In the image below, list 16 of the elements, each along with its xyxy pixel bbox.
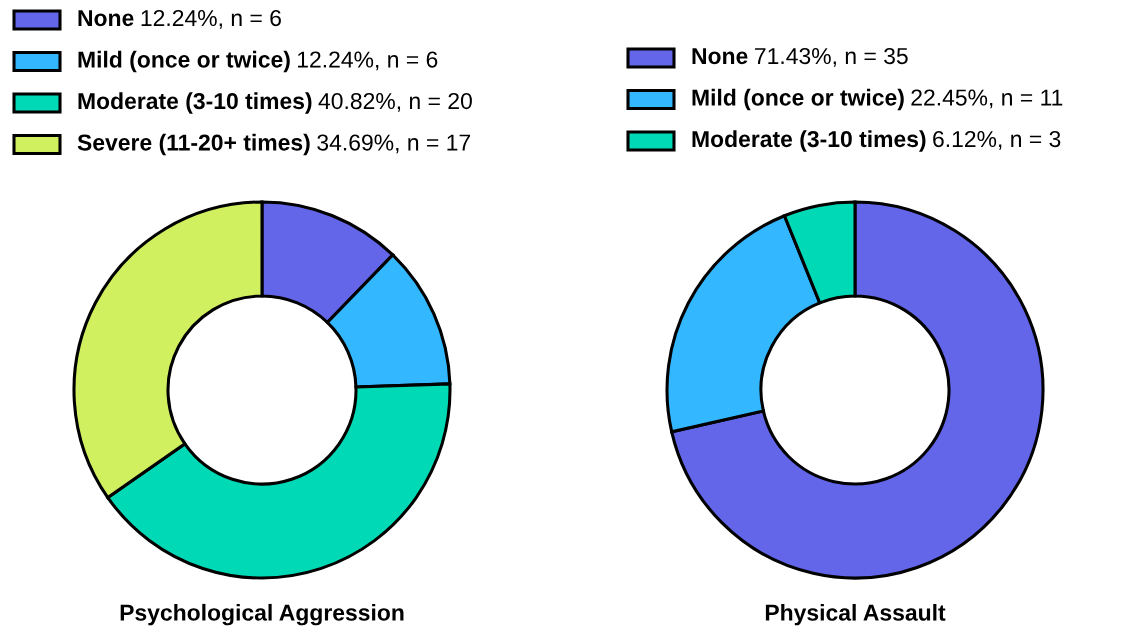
- legend-label: Moderate (3-10 times): [78, 92, 312, 114]
- data-label: 71.43%, n = 35: [755, 47, 908, 67]
- legend-label: Mild (once or twice): [692, 88, 904, 111]
- legend-label: Mild (once or twice): [78, 50, 290, 73]
- text: Physical Assault: [765, 603, 946, 626]
- data-label: 34.69%, n = 17: [317, 134, 471, 154]
- data-label: 22.45%, n = 11: [911, 89, 1063, 109]
- data-label: 6.12%, n = 3: [933, 130, 1061, 150]
- legend-label: None: [78, 10, 134, 27]
- text: Psychological Aggression: [120, 603, 404, 626]
- legend-label: Severe (11-20+ times): [77, 133, 310, 156]
- data-label: 12.24%, n = 6: [141, 9, 281, 29]
- data-label: 40.82%, n = 20: [318, 92, 472, 112]
- data-label: 12.24%, n = 6: [298, 51, 438, 71]
- legend-label: Moderate (3-10 times): [692, 130, 926, 152]
- legend-label: None: [692, 48, 748, 65]
